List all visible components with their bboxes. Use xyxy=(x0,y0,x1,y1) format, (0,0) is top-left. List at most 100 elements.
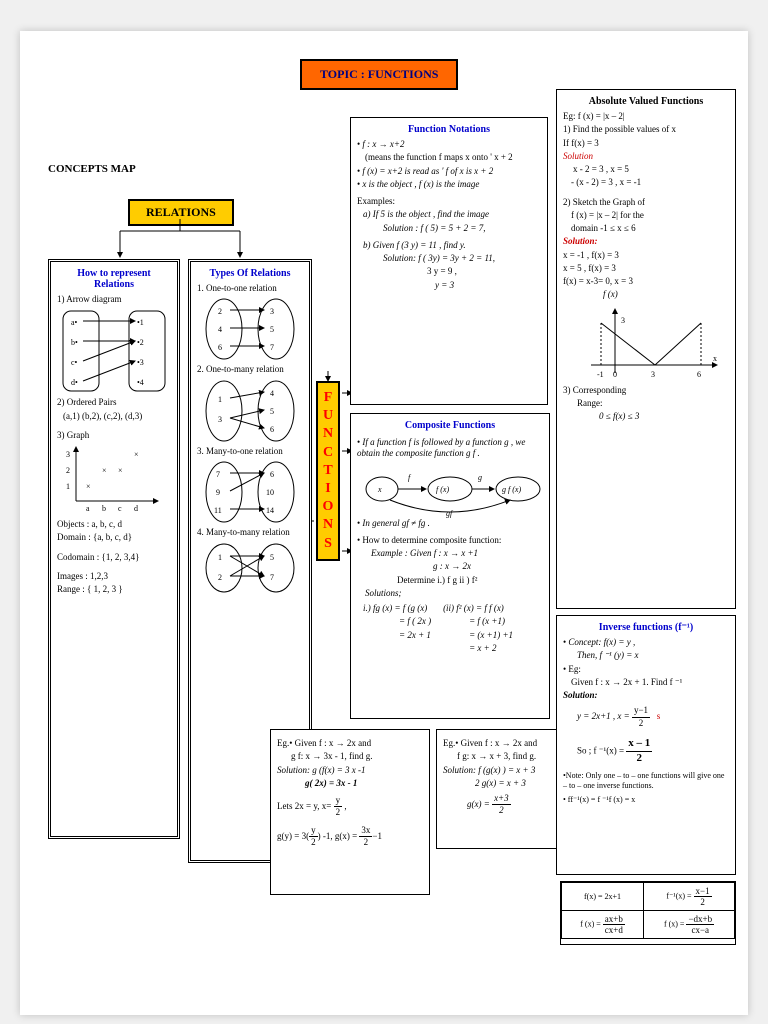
comp-c2: = f ( 2x ) xyxy=(363,616,431,627)
inverse-table: f(x) = 2x+1 f⁻¹(x) = x−12 f (x) = ax+bcx… xyxy=(561,882,735,939)
panel-composite-functions: Composite Functions • If a function f is… xyxy=(350,413,550,719)
inv-eg-label: Eg: xyxy=(568,664,581,674)
abs-s2: - (x - 2) = 3 , x = -1 xyxy=(563,177,729,188)
abs-solution-label: Solution xyxy=(563,151,729,162)
arrow-diagram-svg: a••1 b••2 c••3 d••4 xyxy=(59,307,169,395)
svg-text:3: 3 xyxy=(218,415,222,424)
svg-text:c•: c• xyxy=(71,358,78,367)
concepts-map-label: CONCEPTS MAP xyxy=(48,163,136,175)
svg-text:g: g xyxy=(478,473,482,482)
inv-s2a: So ; f ⁻¹(x) = xyxy=(577,745,624,755)
images-line: Images : 1,2,3 xyxy=(57,571,171,582)
method-graph: 3) Graph xyxy=(57,430,171,441)
ex-a-sol: Solution : f ( 5) = 5 + 2 = 7, xyxy=(357,223,541,234)
ex-b-sol1: Solution: f ( 3y) = 3y + 2 = 11, xyxy=(357,253,541,264)
svg-text:×: × xyxy=(134,450,139,459)
inv-solution-label: Solution: xyxy=(563,690,729,701)
svg-text:b: b xyxy=(102,504,106,513)
abs-q1b: If f(x) = 3 xyxy=(563,138,729,149)
eg2-l2: f g: x → x + 3, find g. xyxy=(443,751,571,762)
objects-line: Objects : a, b, c, d xyxy=(57,519,171,530)
abs-q2c: domain -1 ≤ x ≤ 6 xyxy=(563,223,729,234)
composite-diagram-svg: x f (x) g f (x) f g gf xyxy=(360,462,540,516)
abs-s5: f(x) = x-3= 0, x = 3 xyxy=(563,276,729,287)
svg-text:7: 7 xyxy=(270,573,274,582)
svg-text:0: 0 xyxy=(613,370,617,379)
svg-text:×: × xyxy=(86,482,91,491)
abs-q2b: f (x) = |x – 2| for the xyxy=(563,210,729,221)
comp-c6: = (x +1) +1 xyxy=(443,630,513,641)
codomain-line: Codomain : {1, 2, 3,4} xyxy=(57,552,171,563)
svg-text:c: c xyxy=(118,504,122,513)
svg-text:•2: •2 xyxy=(137,338,144,347)
panel-example-gf: Eg.• Given f : x → 2x and g f: x → 3x - … xyxy=(270,729,430,895)
notation-object-image: x is the object , f (x) is the image xyxy=(362,179,479,189)
abs-q3: 3) Corresponding xyxy=(563,385,729,396)
abs-graph-svg: 3 -1036 x xyxy=(571,303,721,383)
svg-text:3: 3 xyxy=(621,316,625,325)
type-one-to-one: 1. One-to-one relation xyxy=(197,283,303,294)
abs-q3b: Range: xyxy=(563,398,729,409)
ex-b-sol3: y = 3 xyxy=(357,280,541,291)
svg-text:14: 14 xyxy=(266,506,274,515)
svg-text:f: f xyxy=(408,473,412,482)
inv-eg: Given f : x → 2x + 1. Find f ⁻¹ xyxy=(563,677,729,688)
svg-text:2: 2 xyxy=(66,466,70,475)
svg-text:d•: d• xyxy=(71,378,78,387)
eg2-l4: 2 g(x) = x + 3 xyxy=(443,778,571,789)
type-many-to-many: 4. Many-to-many relation xyxy=(197,527,303,538)
method-arrow-diagram: 1) Arrow diagram xyxy=(57,294,171,305)
examples-label: Examples: xyxy=(357,196,541,207)
eg2-l1: Eg.• Given f : x → 2x and xyxy=(443,738,571,749)
comp-c1: i.) fg (x) = f (g (x) xyxy=(363,603,431,614)
svg-text:3: 3 xyxy=(66,450,70,459)
svg-text:5: 5 xyxy=(270,325,274,334)
svg-text:2: 2 xyxy=(218,573,222,582)
ex-a: a) If 5 is the object , find the image xyxy=(357,209,541,220)
svg-text:•1: •1 xyxy=(137,318,144,327)
svg-text:5: 5 xyxy=(270,553,274,562)
ordered-pairs-list: (a,1) (b,2), (c,2), (d,3) xyxy=(57,411,171,422)
svg-text:6: 6 xyxy=(270,425,274,434)
ex-b: b) Given f (3 y) = 11 , find y. xyxy=(357,240,541,251)
panel-title: Absolute Valued Functions xyxy=(563,96,729,107)
cell-f-rational: f (x) = ax+bcx+d xyxy=(562,911,644,939)
svg-text:a•: a• xyxy=(71,318,78,327)
abs-q1: 1) Find the possible values of x xyxy=(563,124,729,135)
svg-text:10: 10 xyxy=(266,488,274,497)
eg1-l4: g( 2x) = 3x - 1 xyxy=(277,778,423,789)
comp-c3: = 2x + 1 xyxy=(363,630,431,641)
range-line: Range : { 1, 2, 3 } xyxy=(57,584,171,595)
svg-text:7: 7 xyxy=(270,343,274,352)
comp-determine: Determine i.) f g ii ) f² xyxy=(357,575,543,586)
domain-line: Domain : {a, b, c, d} xyxy=(57,532,171,543)
svg-text:4: 4 xyxy=(270,389,274,398)
inv-s1a: y = 2x+1 , x = xyxy=(577,711,630,721)
comp-c5: = f (x +1) xyxy=(443,616,513,627)
svg-text:6: 6 xyxy=(270,470,274,479)
svg-text:11: 11 xyxy=(214,506,222,515)
eg1-l3: Solution: g (f(x) = 3 x -1 xyxy=(277,765,423,776)
svg-text:b•: b• xyxy=(71,338,78,347)
cell-f-rational-inv: f (x) = −dx+bcx−a xyxy=(644,911,735,939)
type-many-to-one: 3. Many-to-one relation xyxy=(197,446,303,457)
comp-solutions-label: Solutions; xyxy=(357,588,543,599)
inv-concept2: Then, f ⁻¹ (y) = x xyxy=(563,650,729,661)
svg-text:x: x xyxy=(713,354,717,363)
svg-text:4: 4 xyxy=(218,325,222,334)
panel-title: Composite Functions xyxy=(357,420,543,431)
svg-text:5: 5 xyxy=(270,407,274,416)
cell-fx: f(x) = 2x+1 xyxy=(562,883,644,911)
cell-finv: f⁻¹(x) = x−12 xyxy=(644,883,735,911)
panel-title: Inverse functions (f⁻¹) xyxy=(563,622,729,633)
panel-absolute-valued: Absolute Valued Functions Eg: f (x) = |x… xyxy=(556,89,736,609)
svg-text:×: × xyxy=(118,466,123,475)
comp-howto: How to determine composite function: xyxy=(362,535,501,545)
abs-q2: 2) Sketch the Graph of xyxy=(563,197,729,208)
abs-s3: x = -1 , f(x) = 3 xyxy=(563,250,729,261)
abs-q3c: 0 ≤ f(x) ≤ 3 xyxy=(563,411,729,422)
type-one-to-many: 2. One-to-many relation xyxy=(197,364,303,375)
one-to-one-svg: 23 45 67 xyxy=(200,296,300,362)
page: TOPIC : FUNCTIONS CONCEPTS MAP RELATIONS… xyxy=(20,31,748,1015)
panel-inverse-table: f(x) = 2x+1 f⁻¹(x) = x−12 f (x) = ax+bcx… xyxy=(560,881,736,945)
